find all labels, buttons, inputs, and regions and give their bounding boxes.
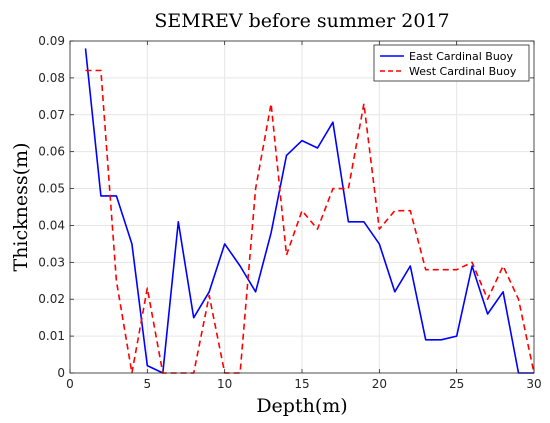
y-tick-label: 0.01 [38,329,65,343]
series-layer [84,48,535,374]
y-tick-label: 0.05 [38,182,65,196]
legend: East Cardinal Buoy West Cardinal Buoy [373,44,530,82]
y-tick-label: 0.06 [38,145,65,159]
y-tick-label: 0.07 [38,108,65,122]
y-tick-label: 0.02 [38,292,65,306]
east-cardinal-buoy-line [84,48,534,374]
axis-ticks: 0 5 10 15 20 25 30 0 0.01 0.02 0.03 0.04 0.05 0.06 0.0… [38,34,541,391]
legend-entry: West Cardinal Buoy [409,65,517,78]
legend-box [373,44,530,82]
x-tick-label: 5 [144,377,152,391]
y-tick-label: 0.03 [38,255,65,269]
y-tick-label: 0 [57,366,65,380]
legend-entry: East Cardinal Buoy [409,50,514,63]
y-tick-label: 0.04 [38,218,65,232]
x-tick-label: 0 [66,377,74,391]
chart-title: SEMREV before summer 2017 [154,10,449,32]
x-tick-label: 15 [294,377,309,391]
x-axis-label: Depth(m) [256,395,347,417]
x-tick-label: 20 [372,377,387,391]
y-tick-label: 0.09 [38,34,65,48]
y-tick-label: 0.08 [38,71,65,85]
y-axis-label: Thickness(m) [10,143,32,272]
x-tick-label: 30 [526,377,541,391]
x-tick-label: 25 [449,377,464,391]
x-tick-label: 10 [217,377,232,391]
